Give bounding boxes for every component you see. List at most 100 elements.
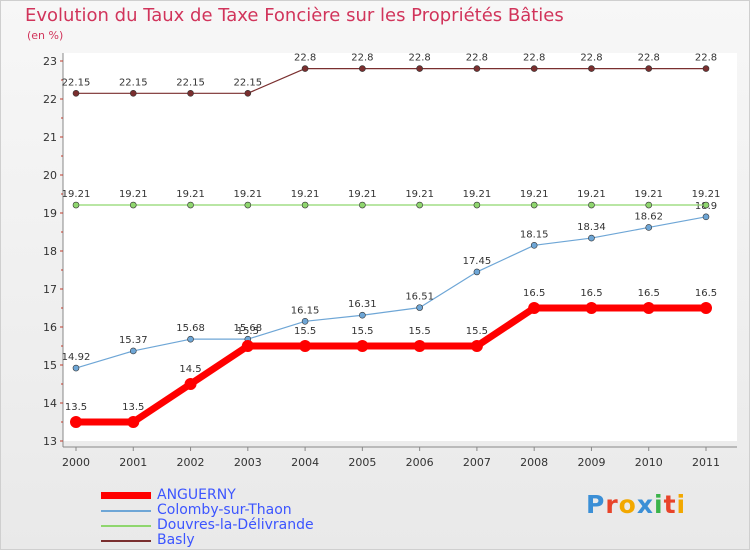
data-point (301, 65, 309, 72)
data-point (70, 416, 82, 428)
data-point (241, 340, 254, 352)
legend-item: Douvres-la-Délivrande (101, 517, 361, 533)
logo-letter: i (676, 490, 687, 519)
data-point (356, 340, 369, 352)
data-point (413, 340, 426, 352)
data-point (187, 90, 194, 97)
data-point (72, 364, 80, 372)
data-point (184, 378, 197, 390)
data-point (301, 317, 309, 325)
data-point (244, 201, 252, 209)
data-label: 15.5 (466, 326, 488, 337)
data-label: 22.8 (466, 53, 488, 64)
data-point (416, 65, 423, 72)
data-label: 16.51 (405, 292, 434, 303)
data-point (702, 201, 710, 209)
legend-label: Colomby-sur-Thaon (157, 502, 292, 518)
legend-swatch (101, 510, 151, 512)
data-point (129, 201, 137, 209)
data-label: 19.21 (692, 189, 721, 200)
data-point (702, 65, 710, 72)
data-label: 13.5 (65, 402, 87, 413)
data-point (359, 201, 366, 209)
data-label: 22.15 (176, 77, 205, 88)
data-point (129, 347, 137, 355)
legend-swatch (101, 492, 151, 499)
logo-letter: i (654, 490, 664, 519)
data-point (416, 304, 423, 311)
x-tick-label: 2003 (234, 456, 262, 469)
y-tick-label: 22 (43, 93, 57, 106)
data-point (588, 234, 595, 242)
data-point (416, 201, 423, 209)
data-point (585, 302, 598, 314)
y-tick-label: 15 (43, 359, 57, 372)
chart-title: Evolution du Taux de Taxe Foncière sur l… (25, 5, 564, 26)
data-point (645, 65, 653, 72)
x-tick-label: 2001 (119, 456, 147, 469)
data-label: 18.62 (634, 211, 663, 222)
data-label: 19.21 (348, 189, 377, 200)
y-tick-label: 13 (43, 435, 57, 448)
data-label: 16.31 (348, 299, 377, 310)
data-label: 16.5 (580, 288, 602, 299)
data-label: 19.21 (291, 189, 320, 200)
data-label: 22.15 (233, 77, 262, 88)
logo-letter: P (586, 490, 606, 519)
data-point (642, 302, 655, 314)
data-label: 14.92 (62, 352, 91, 363)
data-label: 15.5 (351, 326, 373, 337)
legend-swatch (101, 525, 151, 527)
legend-item: Basly (101, 532, 361, 548)
series-line-0 (76, 304, 706, 426)
y-tick-label: 21 (43, 131, 57, 144)
x-tick-label: 2009 (577, 456, 605, 469)
data-label: 18.15 (520, 229, 549, 240)
chart-subtitle: (en %) (27, 29, 64, 42)
data-label: 22.8 (638, 53, 660, 64)
logo-letter: t (663, 490, 677, 519)
data-label: 16.5 (695, 288, 717, 299)
data-label: 16.5 (638, 288, 660, 299)
data-label: 19.21 (62, 189, 91, 200)
data-point (645, 201, 653, 209)
data-label: 16.15 (291, 305, 320, 316)
data-label: 22.8 (351, 53, 373, 64)
legend-label: ANGUERNY (157, 487, 236, 503)
data-label: 17.45 (463, 256, 492, 267)
data-point (530, 65, 538, 72)
legend-item: Colomby-sur-Thaon (101, 502, 361, 518)
data-label: 15.5 (409, 326, 431, 337)
data-label: 19.21 (520, 189, 549, 200)
data-label: 19.21 (405, 189, 434, 200)
data-label: 22.8 (294, 53, 316, 64)
x-tick-label: 2004 (291, 456, 319, 469)
plot-area (63, 53, 737, 441)
data-label: 19.21 (119, 189, 148, 200)
data-point (359, 311, 366, 319)
legend-item: ANGUERNY (101, 487, 361, 503)
data-label: 18.34 (577, 222, 606, 233)
data-point (72, 201, 80, 209)
x-tick-label: 2005 (348, 456, 376, 469)
data-label: 15.5 (237, 326, 259, 337)
logo-letter: o (618, 490, 637, 519)
y-tick-label: 16 (43, 321, 57, 334)
data-point (470, 340, 483, 352)
y-tick-label: 18 (43, 245, 57, 258)
data-point (187, 335, 194, 343)
data-label: 15.5 (294, 326, 316, 337)
data-point (359, 65, 366, 72)
x-tick-label: 2010 (635, 456, 663, 469)
data-label: 15.68 (233, 323, 262, 334)
data-label: 19.21 (634, 189, 663, 200)
data-label: 19.21 (463, 189, 492, 200)
y-tick-label: 17 (43, 283, 57, 296)
y-tick-label: 19 (43, 207, 57, 220)
x-tick-label: 2007 (463, 456, 491, 469)
data-label: 22.8 (523, 53, 545, 64)
data-point (645, 224, 653, 231)
series-line-3 (76, 67, 706, 94)
x-tick-label: 2008 (520, 456, 548, 469)
